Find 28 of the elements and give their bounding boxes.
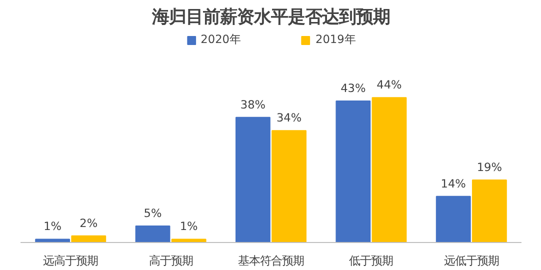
x-tick-label: 高于预期 — [148, 254, 193, 268]
bar — [336, 100, 371, 242]
data-label: 14% — [440, 176, 466, 190]
x-tick-label: 远高于预期 — [43, 254, 98, 268]
data-label: 2% — [80, 216, 98, 230]
bar — [236, 116, 270, 242]
legend-label: 2020年 — [200, 32, 240, 47]
data-label: 1% — [44, 219, 62, 234]
bar — [35, 238, 70, 242]
chart-title: 海归目前薪资水平是否达到预期 — [151, 8, 390, 28]
bar — [436, 196, 471, 242]
data-label: 38% — [240, 97, 266, 112]
x-tick-label: 远低于预期 — [444, 254, 499, 268]
data-label: 43% — [340, 80, 366, 95]
data-label: 34% — [276, 110, 302, 125]
data-label: 5% — [144, 206, 162, 220]
bar — [272, 130, 306, 242]
data-label: 44% — [376, 78, 402, 92]
bar — [472, 179, 507, 242]
bar — [135, 226, 170, 242]
bar — [372, 97, 407, 242]
bar — [71, 235, 106, 242]
data-label: 1% — [180, 219, 198, 234]
bar — [171, 238, 206, 242]
legend-label: 2019年 — [316, 32, 356, 47]
x-tick-label: 基本符合预期 — [238, 254, 304, 268]
x-tick-label: 低于预期 — [349, 254, 394, 268]
data-label: 19% — [476, 160, 502, 174]
